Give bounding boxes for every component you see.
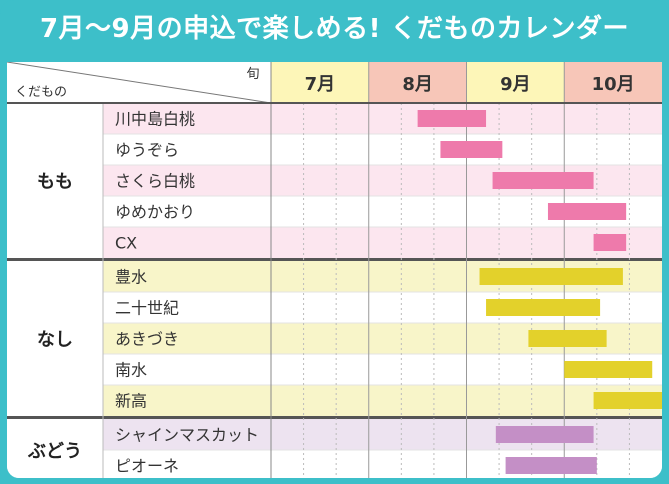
corner-top-label: 旬 [246, 67, 259, 82]
fruit-name: 南水 [115, 361, 147, 380]
corner-diagonal [7, 62, 272, 104]
chart-title: 7月〜9月の申込で楽しめる! くだものカレンダー [39, 14, 630, 44]
group-cell [7, 261, 103, 416]
fruit-name: 新高 [115, 392, 147, 411]
fruit-name: CX [115, 234, 137, 253]
row-name-bg [103, 134, 271, 165]
month-header-2 [368, 62, 467, 103]
row-name-bg [103, 450, 271, 478]
season-bar [440, 141, 503, 158]
row-name-bg [103, 103, 271, 134]
group-label: もも [37, 172, 73, 193]
row-name-bg [103, 196, 271, 227]
group-separator [7, 258, 662, 261]
season-bar [495, 426, 594, 443]
calendar-panel: 旬くだもの 7月 8月 9月 10月川中島白桃ゆうぞらさくら白桃ゆめかおり CX もも豊水二… [7, 62, 662, 478]
row-name-bg [103, 419, 271, 450]
month-header-1 [271, 62, 369, 103]
row-name-bg [103, 165, 271, 196]
row-name-bg [103, 385, 271, 416]
fruit-name: 豊水 [115, 268, 147, 287]
corner-bottom-label: くだもの [15, 85, 67, 100]
season-bar [593, 392, 662, 409]
fruit-name: さくら白桃 [115, 172, 195, 191]
row-name-bg [103, 261, 271, 292]
row-name-bg [103, 354, 271, 385]
group-separator [7, 416, 662, 419]
group-cell [7, 103, 103, 258]
month-label-2: 8月 [402, 74, 433, 95]
row-name-bg [103, 323, 271, 354]
group-cell [7, 419, 103, 478]
fruit-name: ゆめかおり [115, 203, 195, 222]
row-name-bg [103, 292, 271, 323]
season-bar [486, 299, 601, 316]
fruit-name: シャインマスカット [115, 426, 259, 445]
fruit-name: 川中島白桃 [115, 110, 195, 129]
season-bar [528, 330, 607, 347]
month-label-1: 7月 [305, 74, 336, 95]
season-bar [564, 361, 653, 378]
month-label-4: 10月 [592, 74, 635, 95]
season-bar [505, 457, 597, 474]
fruit-name: 二十世紀 [115, 299, 179, 318]
season-bar [547, 203, 627, 220]
season-bar [479, 268, 623, 285]
fruit-name: ピオーネ [115, 457, 179, 476]
season-bar [593, 234, 627, 251]
group-label: なし [37, 330, 73, 351]
fruit-name: あきづき [115, 330, 179, 349]
row-name-bg [103, 227, 271, 258]
month-header-3 [466, 62, 565, 103]
fruit-name: ゆうぞら [115, 141, 179, 160]
season-bar [417, 110, 487, 127]
month-label-3: 9月 [500, 74, 531, 95]
season-bar [492, 172, 594, 189]
month-header-4 [564, 62, 662, 103]
group-label: ぶどう [27, 441, 82, 462]
